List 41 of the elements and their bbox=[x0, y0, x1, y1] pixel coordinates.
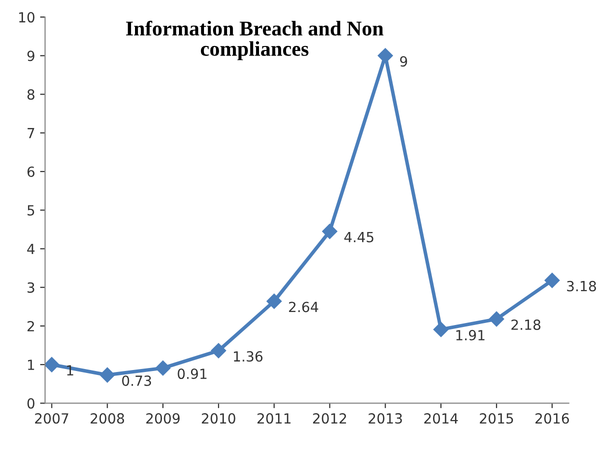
y-tick-label: 7 bbox=[28, 128, 34, 138]
y-tick-label: 4 bbox=[27, 244, 35, 254]
point bbox=[100, 367, 115, 383]
text: Information Breach and Non compliances bbox=[126, 20, 384, 60]
data-label: 4.45 bbox=[344, 232, 374, 242]
y-tick-label: 10 bbox=[19, 12, 34, 23]
point bbox=[210, 343, 226, 358]
point bbox=[322, 224, 338, 239]
x-tick-label: 2015 bbox=[480, 413, 513, 424]
point bbox=[155, 360, 171, 376]
y-tick-label: 6 bbox=[27, 166, 34, 177]
point bbox=[45, 357, 60, 372]
y-tick-label: 1 bbox=[28, 360, 34, 370]
x-tick-label: 2007 bbox=[35, 413, 68, 424]
data-label: 2.64 bbox=[289, 302, 318, 312]
point bbox=[266, 294, 282, 309]
x-tick-label: 2010 bbox=[202, 413, 236, 424]
x-tick-label: 2011 bbox=[257, 413, 291, 424]
y-tick-label: 5 bbox=[28, 205, 34, 216]
x-tick-label: 2008 bbox=[90, 413, 124, 424]
y-tick-label: 0 bbox=[27, 398, 34, 409]
data-label: 0.73 bbox=[122, 375, 152, 386]
x-tick-label: 2013 bbox=[368, 413, 402, 424]
point bbox=[378, 48, 393, 64]
data-label: 0.91 bbox=[178, 368, 206, 380]
y-tick-label: 3 bbox=[28, 282, 34, 293]
point bbox=[433, 322, 448, 338]
data-label: 1.36 bbox=[234, 351, 262, 362]
x-tick-label: 2009 bbox=[146, 413, 180, 424]
y-tick-label: 2 bbox=[28, 320, 34, 332]
data-label: 3.18 bbox=[567, 280, 596, 292]
data-label: 9 bbox=[400, 56, 408, 67]
point bbox=[544, 272, 560, 288]
y-tick-label: 8 bbox=[27, 89, 34, 100]
x-tick-label: 2012 bbox=[313, 413, 346, 424]
data-label: 1.91 bbox=[456, 330, 484, 340]
data-label: 2.18 bbox=[511, 319, 540, 330]
point bbox=[488, 311, 504, 327]
x-tick-label: 2016 bbox=[535, 413, 569, 424]
y-tick-label: 9 bbox=[27, 50, 34, 62]
x-tick-label: 2014 bbox=[424, 413, 458, 424]
